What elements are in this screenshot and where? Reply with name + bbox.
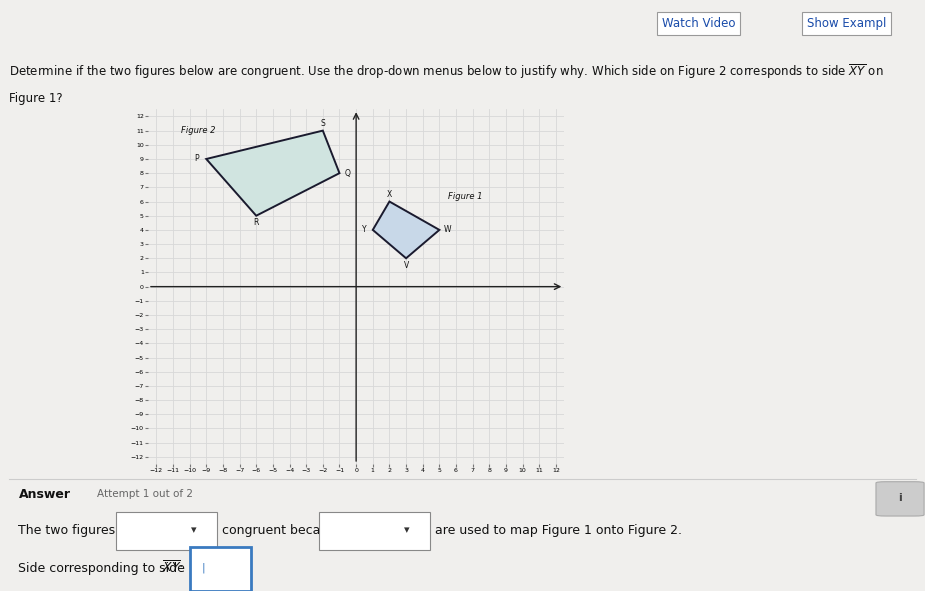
Text: X: X	[387, 190, 392, 199]
Text: Figure 2: Figure 2	[181, 126, 216, 135]
Text: Y: Y	[363, 225, 366, 235]
Text: Side corresponding to side: Side corresponding to side	[18, 561, 190, 574]
Text: The two figures: The two figures	[18, 524, 116, 537]
Text: Figure 1?: Figure 1?	[9, 92, 63, 105]
FancyBboxPatch shape	[190, 547, 251, 591]
Text: Q: Q	[345, 168, 351, 178]
Text: ▾: ▾	[191, 525, 197, 535]
Text: $\overline{XY}$:: $\overline{XY}$:	[162, 560, 183, 576]
Text: |: |	[202, 563, 205, 573]
Text: Attempt 1 out of 2: Attempt 1 out of 2	[97, 489, 193, 499]
Text: P: P	[194, 154, 199, 164]
FancyBboxPatch shape	[876, 482, 924, 516]
Polygon shape	[206, 131, 339, 216]
Text: Answer: Answer	[18, 488, 70, 501]
Polygon shape	[373, 202, 439, 258]
Text: W: W	[444, 225, 451, 235]
Text: Figure 1: Figure 1	[448, 191, 482, 201]
Text: ▾: ▾	[404, 525, 410, 535]
Text: S: S	[320, 119, 326, 128]
Text: congruent because: congruent because	[222, 524, 342, 537]
Text: V: V	[403, 261, 409, 270]
FancyBboxPatch shape	[116, 512, 217, 550]
Text: Determine if the two figures below are congruent. Use the drop-down menus below : Determine if the two figures below are c…	[9, 62, 883, 81]
Text: Show Exampl: Show Exampl	[807, 17, 886, 30]
Text: Watch Video: Watch Video	[661, 17, 735, 30]
FancyBboxPatch shape	[319, 512, 430, 550]
Text: are used to map Figure 1 onto Figure 2.: are used to map Figure 1 onto Figure 2.	[435, 524, 682, 537]
Text: i: i	[898, 493, 902, 504]
Text: R: R	[253, 218, 259, 228]
